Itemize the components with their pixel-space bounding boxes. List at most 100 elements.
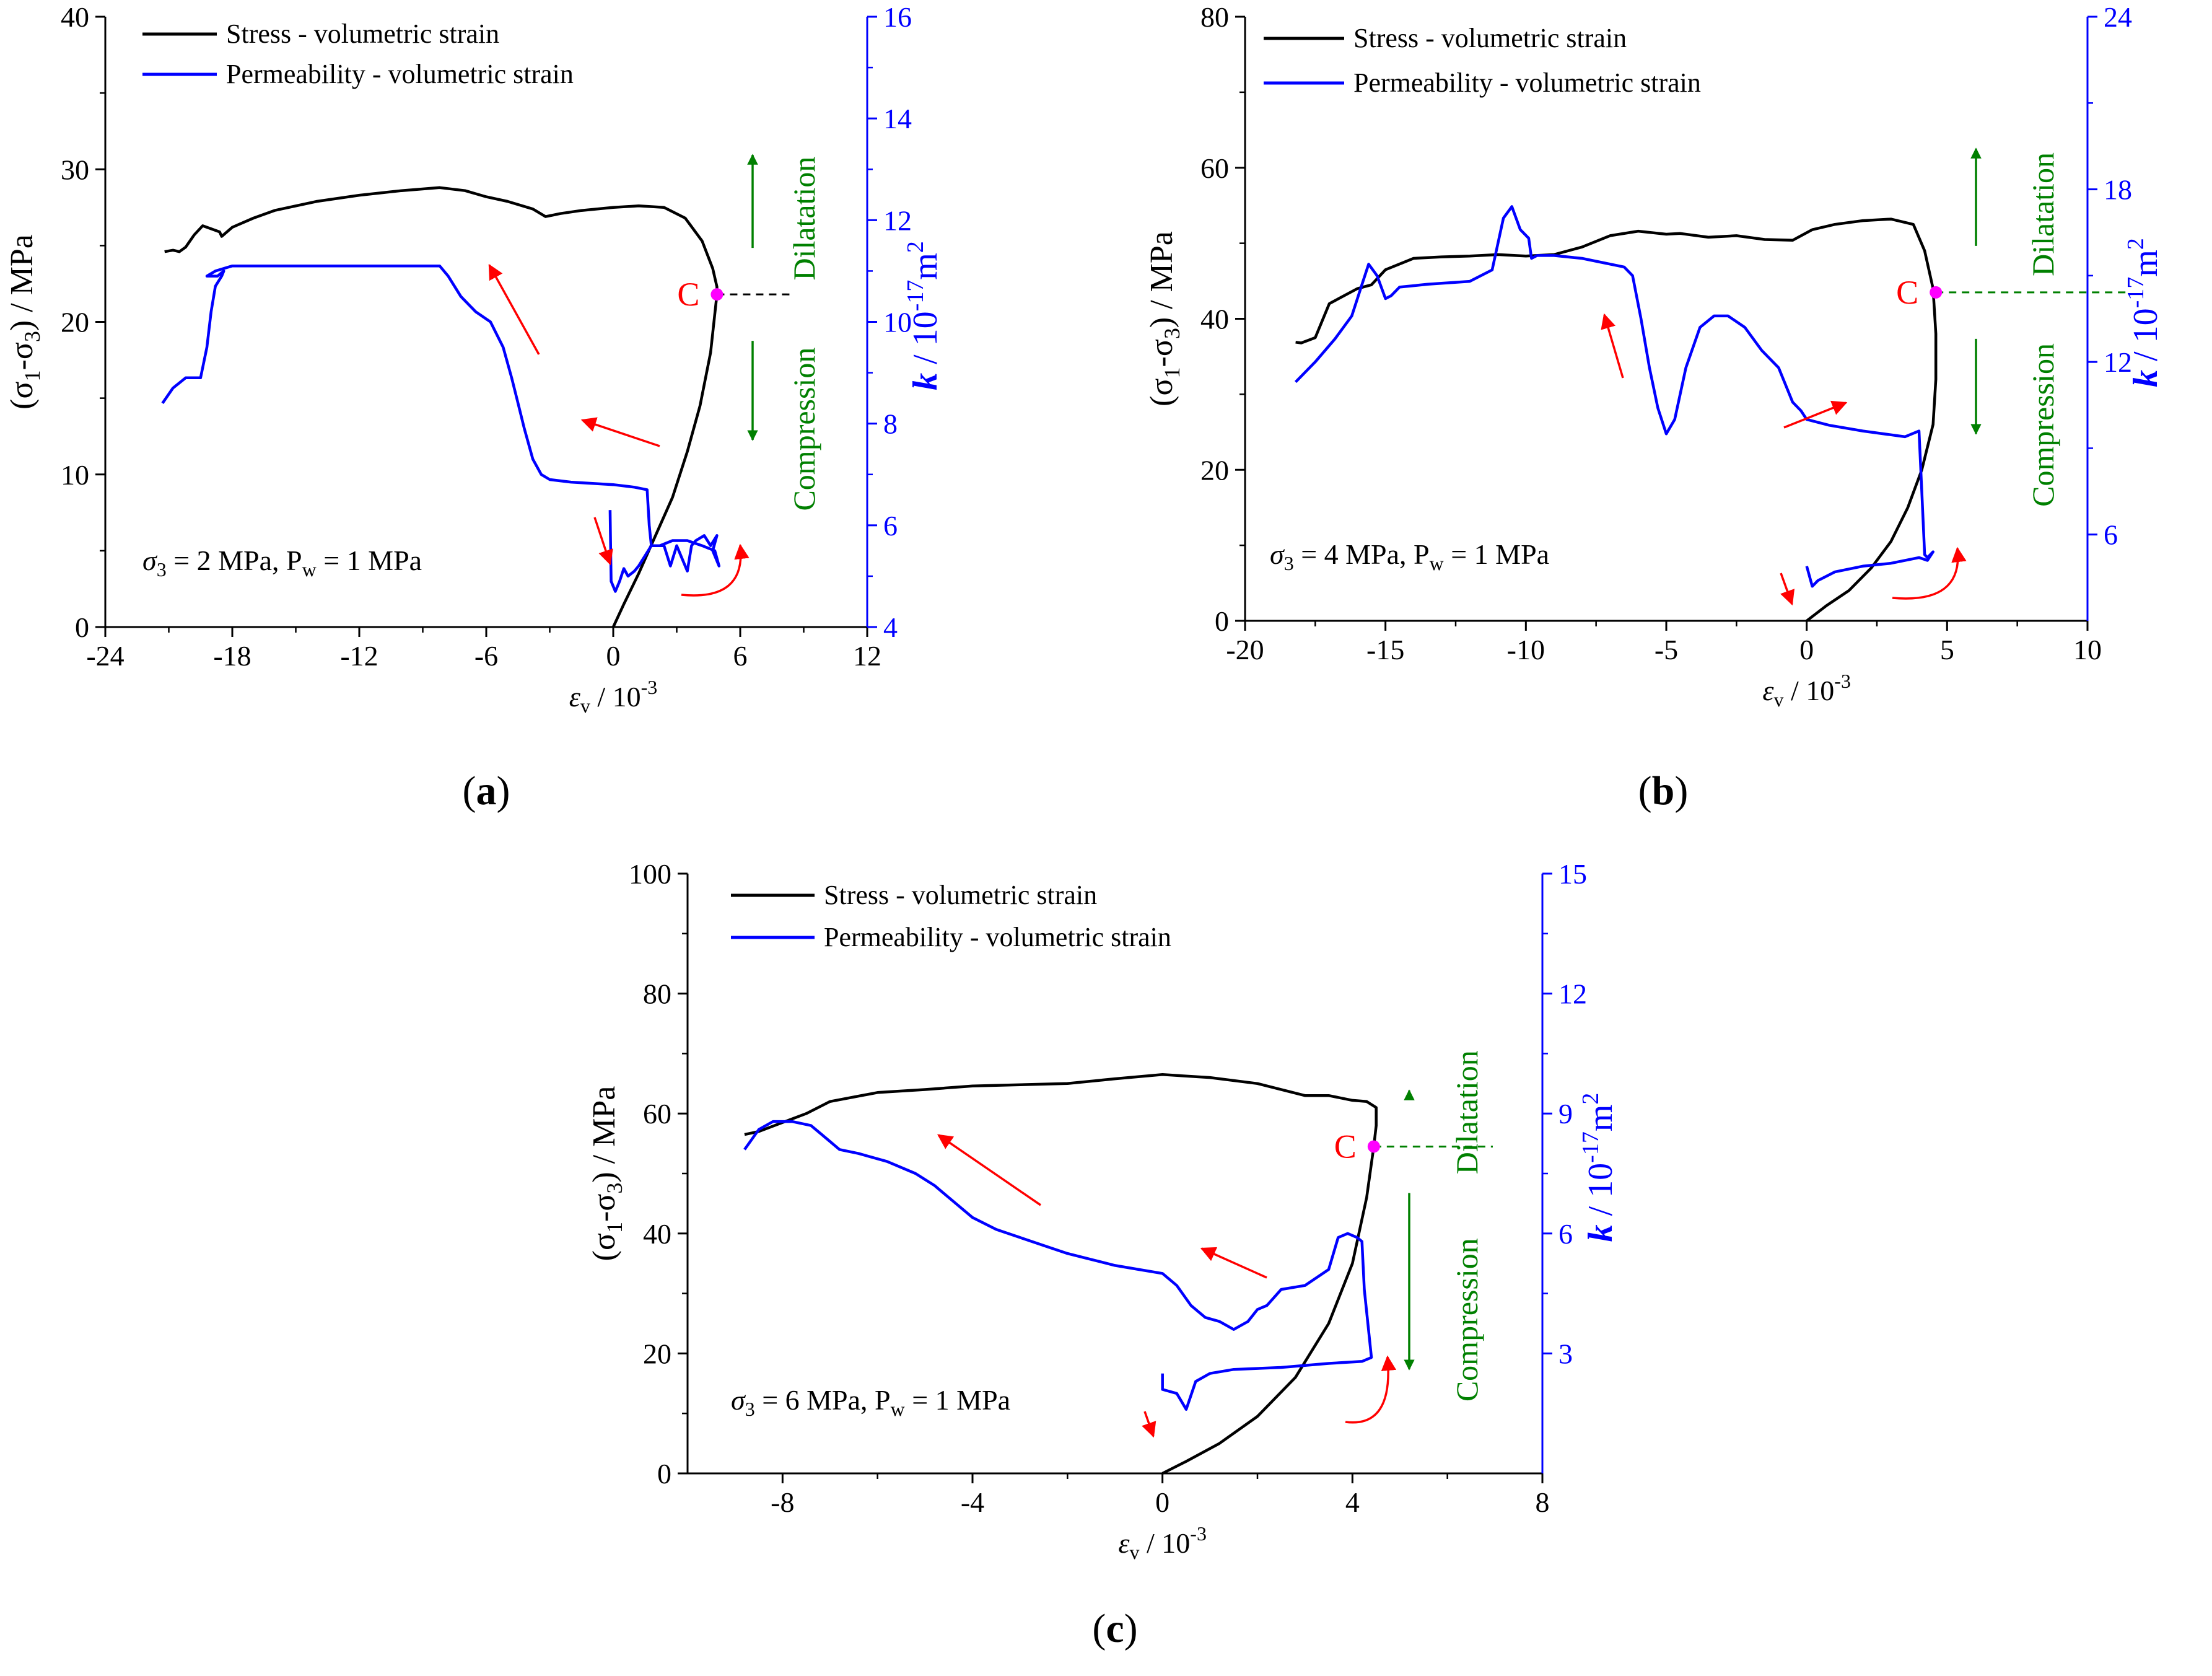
permeability-series-line bbox=[743, 1120, 1373, 1411]
condition-label: σ3 = 6 MPa, Pw = 1 MPa bbox=[731, 1384, 1010, 1420]
y-tick-label: 100 bbox=[629, 858, 671, 890]
x-tick-label: 4 bbox=[1345, 1486, 1360, 1518]
x-tick-label: -20 bbox=[1226, 634, 1264, 665]
y-tick-label: 40 bbox=[1200, 304, 1229, 335]
y-tick-label: 40 bbox=[643, 1218, 671, 1250]
x-tick-label: -4 bbox=[961, 1486, 984, 1518]
x-tick-label: 0 bbox=[606, 640, 621, 672]
point-c-marker bbox=[1930, 286, 1943, 299]
y2-tick-label: 16 bbox=[883, 1, 912, 33]
stress-series-line bbox=[164, 186, 719, 628]
x-tick-label: 8 bbox=[1536, 1486, 1550, 1518]
y-tick-label: 10 bbox=[61, 459, 89, 491]
y-tick-label: 20 bbox=[61, 307, 89, 338]
x-tick-label: -18 bbox=[213, 640, 251, 672]
point-c-marker bbox=[710, 288, 723, 301]
condition-label: σ3 = 2 MPa, Pw = 1 MPa bbox=[142, 545, 422, 581]
y-tick-label: 60 bbox=[1200, 152, 1229, 184]
x-tick-label: -6 bbox=[474, 640, 498, 672]
legend-perm-label: Permeability - volumetric strain bbox=[824, 922, 1171, 952]
legend-stress-label: Stress - volumetric strain bbox=[226, 19, 499, 49]
red-direction-arrow bbox=[1783, 400, 1848, 429]
stress-series-line bbox=[744, 1073, 1378, 1475]
x-tick-label: -10 bbox=[1507, 634, 1545, 665]
x-tick-label: 6 bbox=[733, 640, 748, 672]
chart-panel-a: -24 -18 -12 -6 0 6 12 0 10 20 30 40 4 6 8 10 12 14 16 C Dila… bbox=[4, 1, 945, 814]
x-tick-label: 10 bbox=[2073, 634, 2102, 665]
y2-tick-label: 18 bbox=[2104, 174, 2132, 206]
y-tick-label: 0 bbox=[657, 1458, 671, 1490]
dilatation-label: Dilatation bbox=[1449, 1050, 1484, 1174]
y-tick-label: 80 bbox=[643, 978, 671, 1010]
y-tick-label: 20 bbox=[1200, 454, 1229, 486]
y2-tick-label: 8 bbox=[883, 408, 898, 440]
x-tick-label: 12 bbox=[853, 640, 881, 672]
y-axis-left-label: (σ1-σ3) / MPa bbox=[4, 234, 45, 410]
red-curved-arrow bbox=[1892, 546, 1967, 600]
y-tick-label: 60 bbox=[643, 1098, 671, 1130]
panel-label: (b) bbox=[1638, 768, 1689, 814]
x-axis-label: εv / 10-3 bbox=[1762, 670, 1851, 711]
compression-label: Compression bbox=[2026, 343, 2060, 507]
red-direction-arrow bbox=[488, 263, 540, 355]
red-direction-arrow bbox=[1142, 1411, 1156, 1438]
red-direction-arrow bbox=[1601, 313, 1624, 379]
x-tick-label: 0 bbox=[1799, 634, 1814, 665]
y2-tick-label: 14 bbox=[883, 103, 912, 134]
y-tick-label: 40 bbox=[61, 1, 89, 33]
y-axis-right-label: k / 10-17m2 bbox=[2123, 238, 2165, 387]
y-tick-label: 20 bbox=[643, 1338, 671, 1369]
compression-label: Compression bbox=[1449, 1238, 1484, 1402]
point-c-label: C bbox=[1896, 274, 1918, 311]
y-axis-left-label: (σ1-σ3) / MPa bbox=[587, 1086, 627, 1261]
legend-perm-label: Permeability - volumetric strain bbox=[1353, 68, 1701, 98]
y-axis-right-label: k / 10-17m2 bbox=[1578, 1093, 1620, 1242]
x-tick-label: 0 bbox=[1155, 1486, 1169, 1518]
red-direction-arrow bbox=[593, 517, 613, 566]
point-c-label: C bbox=[677, 276, 699, 313]
red-direction-arrow bbox=[1200, 1247, 1267, 1279]
x-axis-label: εv / 10-3 bbox=[1118, 1522, 1207, 1563]
chart-panel-b: -20 -15 -10 -5 0 5 10 0 20 40 60 80 6 12 18 24 C Dilatati… bbox=[1144, 1, 2165, 814]
y2-tick-label: 6 bbox=[1558, 1218, 1573, 1250]
y-tick-label: 80 bbox=[1200, 1, 1229, 33]
x-tick-label: -24 bbox=[86, 640, 124, 672]
condition-label: σ3 = 4 MPa, Pw = 1 MPa bbox=[1270, 538, 1549, 574]
dilatation-label: Dilatation bbox=[787, 157, 821, 281]
red-curved-arrow bbox=[1345, 1355, 1397, 1424]
point-c-marker bbox=[1367, 1140, 1380, 1153]
x-tick-label: -12 bbox=[340, 640, 378, 672]
y-axis-left-label: (σ1-σ3) / MPa bbox=[1144, 231, 1184, 406]
y2-tick-label: 24 bbox=[2104, 1, 2132, 33]
x-tick-label: -15 bbox=[1366, 634, 1404, 665]
x-tick-label: 5 bbox=[1940, 634, 1954, 665]
y-tick-label: 0 bbox=[75, 612, 89, 643]
panel-label: (a) bbox=[463, 768, 510, 814]
legend-stress-label: Stress - volumetric strain bbox=[1353, 23, 1627, 53]
red-direction-arrow bbox=[580, 417, 660, 447]
legend-stress-label: Stress - volumetric strain bbox=[824, 880, 1097, 910]
y2-tick-label: 12 bbox=[2104, 346, 2132, 378]
red-curved-arrow bbox=[681, 543, 750, 597]
y2-tick-label: 12 bbox=[883, 204, 912, 236]
y2-tick-label: 6 bbox=[2104, 519, 2118, 551]
y-axis-right-label: k / 10-17m2 bbox=[903, 241, 945, 390]
y-tick-label: 30 bbox=[61, 154, 89, 185]
x-tick-label: -5 bbox=[1655, 634, 1678, 665]
dilatation-label: Dilatation bbox=[2026, 152, 2060, 276]
y2-tick-label: 9 bbox=[1558, 1098, 1573, 1130]
y2-tick-label: 10 bbox=[883, 307, 912, 338]
legend-perm-label: Permeability - volumetric strain bbox=[226, 59, 574, 89]
y2-tick-label: 3 bbox=[1558, 1338, 1573, 1369]
y-tick-label: 0 bbox=[1215, 605, 1229, 637]
red-direction-arrow bbox=[937, 1134, 1041, 1206]
compression-label: Compression bbox=[787, 348, 821, 511]
y2-tick-label: 12 bbox=[1558, 978, 1587, 1010]
y2-tick-label: 4 bbox=[883, 612, 898, 643]
x-axis-label: εv / 10-3 bbox=[569, 676, 658, 717]
y2-tick-label: 6 bbox=[883, 510, 898, 542]
panel-label: (c) bbox=[1092, 1606, 1137, 1651]
permeability-series-line bbox=[161, 264, 721, 593]
